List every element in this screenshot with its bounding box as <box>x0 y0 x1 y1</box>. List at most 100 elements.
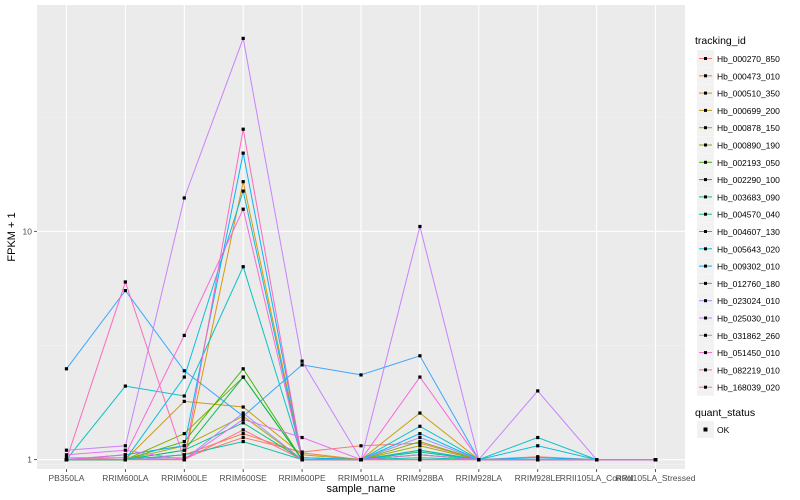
data-point <box>241 36 245 40</box>
data-point <box>241 405 245 409</box>
x-tick-label: RRIM600PE <box>278 473 326 483</box>
data-point <box>182 196 186 200</box>
legend-label: Hb_004607_130 <box>717 227 780 237</box>
data-point <box>182 394 186 398</box>
data-point <box>418 424 422 428</box>
legend-key-point <box>704 74 707 78</box>
data-point <box>182 453 186 457</box>
data-point <box>241 414 245 418</box>
data-point <box>300 435 304 440</box>
data-points <box>64 36 658 462</box>
data-point <box>300 359 304 363</box>
data-point <box>64 453 69 457</box>
legend-label: Hb_003683_090 <box>717 192 780 202</box>
legend-label: Hb_002290_100 <box>717 175 780 185</box>
data-point <box>300 456 304 460</box>
data-point <box>418 444 422 448</box>
x-tick-label: RRII105LA_Stressed <box>616 473 696 483</box>
data-point <box>64 456 69 460</box>
legend-label: Hb_000878_150 <box>717 123 780 133</box>
x-tick-label: RRIM901LA <box>338 473 385 483</box>
data-point <box>182 432 186 436</box>
x-tick-label: RRIM928BA <box>396 473 444 483</box>
legend-label: Hb_023024_010 <box>717 296 780 306</box>
data-point <box>64 367 69 371</box>
data-point <box>418 439 422 444</box>
legend-key-point <box>704 230 707 233</box>
data-point <box>182 448 186 452</box>
data-point <box>536 435 540 440</box>
data-point <box>123 448 127 452</box>
legend-key-point <box>704 281 707 285</box>
y-tick-label: 10 <box>23 226 33 236</box>
legend-ok-label: OK <box>717 425 730 435</box>
x-axis: PB350LA RRIM600LA RRIM600LE RRIM600SE RRIM60… <box>48 469 696 483</box>
data-point <box>359 444 363 448</box>
grid-lines <box>37 5 685 469</box>
data-point <box>300 363 304 367</box>
x-tick-label: RRIM928LA <box>456 473 503 483</box>
legend-ok-point <box>703 427 708 432</box>
data-point <box>123 456 127 460</box>
legend-key-point <box>704 316 707 320</box>
data-point <box>241 189 245 193</box>
data-point <box>418 432 422 436</box>
data-point <box>359 373 363 377</box>
legend-label: Hb_000473_010 <box>717 71 780 81</box>
data-point <box>241 417 245 422</box>
data-point <box>418 448 422 452</box>
data-point <box>300 453 304 457</box>
data-point <box>241 432 245 436</box>
data-point <box>182 399 186 403</box>
legend-key-point <box>704 333 707 337</box>
data-point <box>418 435 422 440</box>
data-point <box>182 333 186 338</box>
legend-label: Hb_012760_180 <box>717 279 780 289</box>
legend-label: Hb_004570_040 <box>717 210 780 220</box>
x-tick-label: PB350LA <box>48 473 84 483</box>
data-point <box>595 458 599 462</box>
x-tick-label: RRIM600LE <box>161 473 208 483</box>
data-point <box>418 354 422 358</box>
data-point <box>241 180 245 184</box>
legend-label: Hb_002193_050 <box>717 158 780 168</box>
data-point <box>241 421 245 425</box>
data-point <box>182 375 186 379</box>
legend-key-point <box>704 57 707 60</box>
data-point <box>182 444 186 448</box>
x-axis-title: sample_name <box>326 483 395 495</box>
legend-label: Hb_005643_020 <box>717 244 780 254</box>
data-point <box>241 367 245 371</box>
data-point <box>418 450 422 454</box>
data-point <box>123 453 127 457</box>
legend-key-point <box>704 143 707 147</box>
data-point <box>241 265 245 269</box>
data-point <box>182 369 186 373</box>
legend-key-point <box>704 212 707 216</box>
legend-key-point <box>704 368 707 372</box>
y-axis-title: FPKM + 1 <box>6 212 18 261</box>
data-point <box>241 207 245 211</box>
data-point <box>123 280 127 284</box>
legend-key-point <box>704 264 707 268</box>
data-point <box>182 456 186 460</box>
legend-key-point <box>704 160 707 164</box>
legend-key-point <box>704 178 707 182</box>
legend-key-point <box>704 91 707 95</box>
data-point <box>418 375 422 379</box>
data-point <box>418 456 422 460</box>
data-point <box>64 458 69 462</box>
data-point <box>359 458 363 462</box>
legend-key-point <box>704 351 707 355</box>
legend-title: tracking_id <box>695 35 746 47</box>
legend-quant-status: quant_status OK <box>695 407 755 438</box>
data-point <box>418 453 422 457</box>
legend-label: Hb_168039_020 <box>717 383 780 393</box>
data-point <box>477 458 481 462</box>
data-point <box>418 224 422 229</box>
data-point <box>653 458 658 462</box>
data-point <box>418 411 422 415</box>
data-point <box>123 444 127 448</box>
